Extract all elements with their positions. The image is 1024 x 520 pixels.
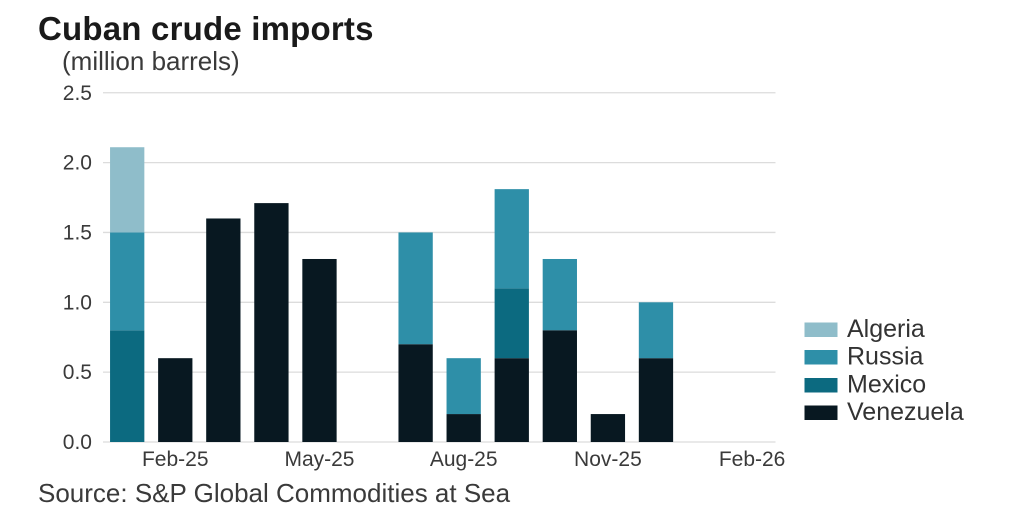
svg-text:Russia: Russia <box>847 343 924 371</box>
svg-text:May-25: May-25 <box>284 448 354 471</box>
svg-text:2.0: 2.0 <box>63 152 92 175</box>
svg-text:1.0: 1.0 <box>63 291 92 314</box>
svg-text:1.5: 1.5 <box>63 221 92 244</box>
svg-text:Feb-25: Feb-25 <box>142 448 209 471</box>
svg-text:Mexico: Mexico <box>847 371 926 399</box>
svg-text:0.5: 0.5 <box>63 361 92 384</box>
svg-text:Algeria: Algeria <box>847 315 925 343</box>
svg-text:Nov-25: Nov-25 <box>574 448 642 471</box>
svg-text:Venezuela: Venezuela <box>847 398 964 426</box>
svg-text:0.0: 0.0 <box>63 431 92 454</box>
svg-text:Feb-26: Feb-26 <box>719 448 786 471</box>
svg-text:Aug-25: Aug-25 <box>430 448 498 471</box>
svg-text:2.5: 2.5 <box>63 82 92 105</box>
